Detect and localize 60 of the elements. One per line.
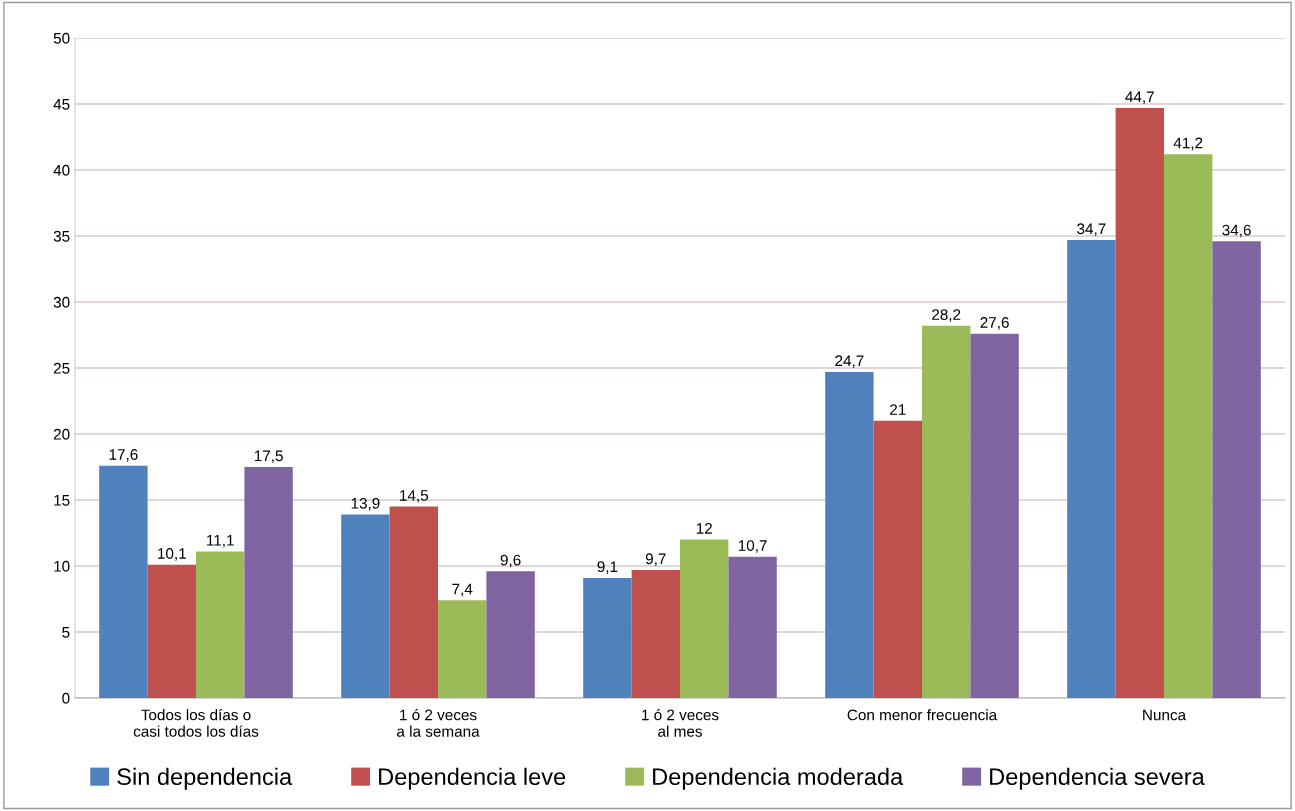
y-tick-label: 20 xyxy=(53,428,70,440)
bar xyxy=(99,465,148,698)
bar xyxy=(825,371,874,698)
y-tick-label: 40 xyxy=(53,164,70,176)
y-tick-label: 45 xyxy=(53,99,70,110)
bar xyxy=(389,506,438,698)
bar xyxy=(341,514,390,698)
data-label: 44,7 xyxy=(1125,91,1154,104)
bar xyxy=(1115,107,1164,698)
y-tick-label: 0 xyxy=(62,692,70,704)
y-tick-label: 10 xyxy=(54,560,70,572)
data-label: 21 xyxy=(890,404,906,415)
legend-label: Dependencia moderada xyxy=(653,767,904,790)
data-label: 9,1 xyxy=(597,561,618,574)
data-label: 17,6 xyxy=(109,449,138,462)
bar xyxy=(970,333,1019,698)
legend-label: Dependencia severa xyxy=(990,767,1205,790)
legend-label: Dependencia leve xyxy=(379,767,566,790)
bar xyxy=(1067,239,1116,698)
data-label: 14,5 xyxy=(400,490,429,503)
data-label: 27,6 xyxy=(980,317,1009,330)
x-tick-label: Todos los días o casi todos los días xyxy=(133,708,259,737)
data-label: 9,7 xyxy=(645,553,666,566)
data-label: 24,7 xyxy=(835,355,864,368)
bar xyxy=(1164,154,1213,698)
data-label: 13,9 xyxy=(351,497,380,511)
y-tick-label: 15 xyxy=(54,495,70,506)
bar xyxy=(147,564,196,698)
bar xyxy=(486,571,535,698)
data-label: 12 xyxy=(696,522,712,534)
x-tick-label: Con menor frecuencia xyxy=(847,709,998,721)
data-label: 11,1 xyxy=(207,535,234,548)
bar xyxy=(244,467,293,698)
data-label: 34,6 xyxy=(1222,224,1251,238)
x-tick-label: 1 ó 2 veces al mes xyxy=(642,708,719,737)
y-tick-label: 25 xyxy=(53,362,70,374)
y-tick-label: 50 xyxy=(53,32,70,44)
data-label: 10,1 xyxy=(158,548,186,561)
y-tick-label: 30 xyxy=(53,296,70,308)
data-label: 17,5 xyxy=(254,450,283,464)
bar xyxy=(583,577,632,698)
data-label: 28,2 xyxy=(932,309,961,322)
bar xyxy=(873,420,922,698)
data-label: 10,7 xyxy=(738,540,767,553)
bar xyxy=(438,600,487,698)
bar xyxy=(680,539,729,698)
x-tick-label: Nunca xyxy=(1143,709,1187,721)
data-label: 41,2 xyxy=(1173,137,1203,151)
bar xyxy=(1212,241,1261,698)
data-label: 9,6 xyxy=(500,554,521,568)
y-tick-label: 5 xyxy=(62,627,70,638)
legend-label: Sin dependencia xyxy=(117,767,293,790)
bar xyxy=(922,325,971,698)
bar xyxy=(728,556,777,698)
data-label: 34,7 xyxy=(1077,223,1106,236)
bar xyxy=(631,569,680,698)
x-tick-label: 1 ó 2 veces a la semana xyxy=(397,708,480,737)
y-tick-label: 35 xyxy=(53,230,70,242)
bar xyxy=(196,551,245,698)
data-label: 7,4 xyxy=(452,583,473,597)
